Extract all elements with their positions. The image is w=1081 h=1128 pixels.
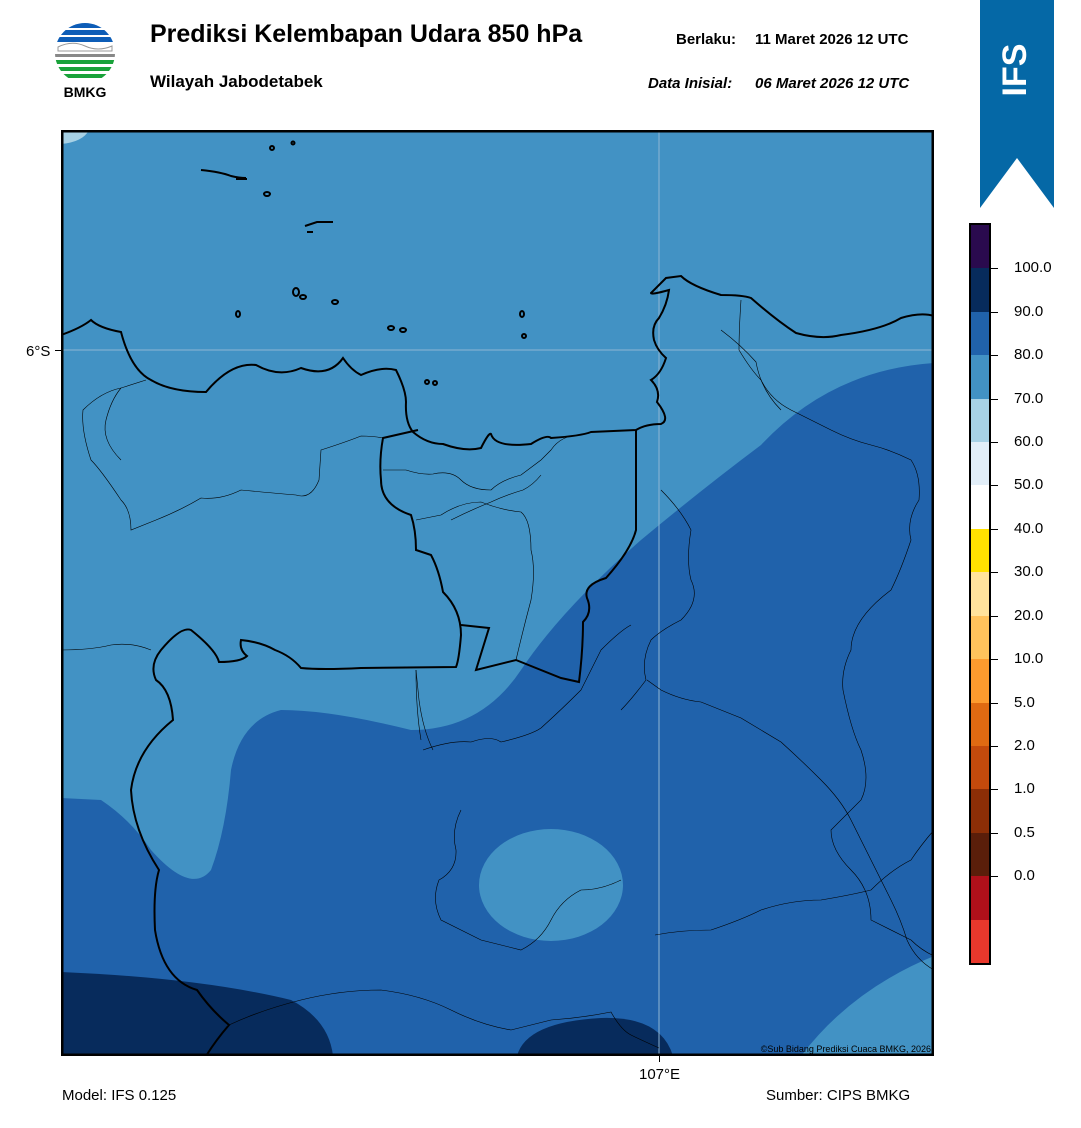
init-value: 06 Maret 2026 12 UTC: [755, 75, 910, 92]
colorbar-tick: [991, 529, 998, 530]
colorbar-tick: [991, 833, 998, 834]
colorbar-tick: [991, 746, 998, 747]
colorbar-tick: [991, 399, 998, 400]
colorbar-label: 1.0: [1014, 780, 1035, 797]
colorbar-segment: [971, 745, 989, 790]
colorbar-label: 80.0: [1014, 346, 1044, 363]
colorbar-segment: [971, 572, 989, 617]
ifs-banner-text: IFS: [996, 44, 1034, 97]
colorbar-tick: [991, 659, 998, 660]
regency-boundaries: [61, 299, 934, 1049]
colorbar-segment: [971, 659, 989, 704]
colorbar-tick: [991, 789, 998, 790]
colorbar-segment: [971, 876, 989, 921]
colorbar-label: 60.0: [1014, 433, 1044, 450]
init-label: Data Inisial:: [648, 75, 733, 92]
colorbar-tick: [991, 485, 998, 486]
colorbar-tick: [991, 268, 998, 269]
province-boundary: [129, 429, 463, 1056]
map-credit: ©Sub Bidang Prediksi Cuaca BMKG, 2026: [761, 1044, 931, 1054]
logo-text: BMKG: [63, 84, 107, 100]
colorbar-tick: [991, 312, 998, 313]
colorbar-segment: [971, 485, 989, 530]
colorbar-segment: [971, 355, 989, 400]
colorbar-tick: [991, 876, 998, 877]
lon-label: 107°E: [639, 1066, 681, 1083]
lat-label: 6°S: [26, 343, 51, 360]
map-subtitle: Wilayah Jabodetabek: [150, 72, 323, 91]
humidity-zone-70-80-se: [801, 956, 934, 1056]
colorbar-segment: [971, 398, 989, 443]
humidity-map: ©Sub Bidang Prediksi Cuaca BMKG, 2026: [61, 130, 934, 1056]
colorbar-tick: [991, 616, 998, 617]
valid-label: Berlaku:: [676, 31, 737, 48]
humidity-zone-90-100-s: [517, 1017, 673, 1056]
colorbar-label: 20.0: [1014, 607, 1044, 624]
colorbar-tick: [991, 572, 998, 573]
model-label: Model: IFS 0.125: [62, 1087, 177, 1104]
colorbar: [969, 223, 991, 965]
colorbar-label: 100.0: [1014, 259, 1052, 276]
colorbar-label: 0.0: [1014, 867, 1035, 884]
colorbar-label: 70.0: [1014, 390, 1044, 407]
colorbar-label: 50.0: [1014, 476, 1044, 493]
bmkg-logo: [55, 23, 115, 83]
colorbar-segment: [971, 832, 989, 877]
colorbar-tick: [991, 442, 998, 443]
humidity-zone-90-100-sw: [61, 972, 333, 1056]
coastline: [61, 274, 934, 451]
colorbar-segment: [971, 789, 989, 834]
colorbar-tick: [991, 703, 998, 704]
colorbar-label: 90.0: [1014, 303, 1044, 320]
lat-tick: [55, 350, 61, 351]
colorbar-label: 40.0: [1014, 520, 1044, 537]
ifs-banner: IFS: [980, 0, 1054, 208]
colorbar-tick: [991, 355, 998, 356]
colorbar-segment: [971, 268, 989, 313]
colorbar-segment: [971, 615, 989, 660]
colorbar-label: 2.0: [1014, 737, 1035, 754]
colorbar-label: 5.0: [1014, 694, 1035, 711]
colorbar-label: 30.0: [1014, 563, 1044, 580]
source-label: Sumber: CIPS BMKG: [766, 1087, 911, 1104]
colorbar-segment: [971, 528, 989, 573]
valid-value: 11 Maret 2026 12 UTC: [755, 31, 909, 48]
colorbar-label: 10.0: [1014, 650, 1044, 667]
colorbar-segment: [971, 702, 989, 747]
colorbar-segment: [971, 442, 989, 486]
humidity-zone-70-80-pocket: [479, 829, 623, 941]
humidity-zone-80-90: [61, 363, 934, 1056]
lon-tick: [659, 1056, 660, 1062]
colorbar-segment: [971, 919, 989, 964]
colorbar-segment: [971, 225, 989, 269]
province-boundary: [460, 430, 637, 684]
colorbar-label: 0.5: [1014, 824, 1035, 841]
colorbar-segment: [971, 311, 989, 356]
map-title: Prediksi Kelembapan Udara 850 hPa: [150, 20, 583, 48]
thousand-islands: [200, 140, 527, 386]
